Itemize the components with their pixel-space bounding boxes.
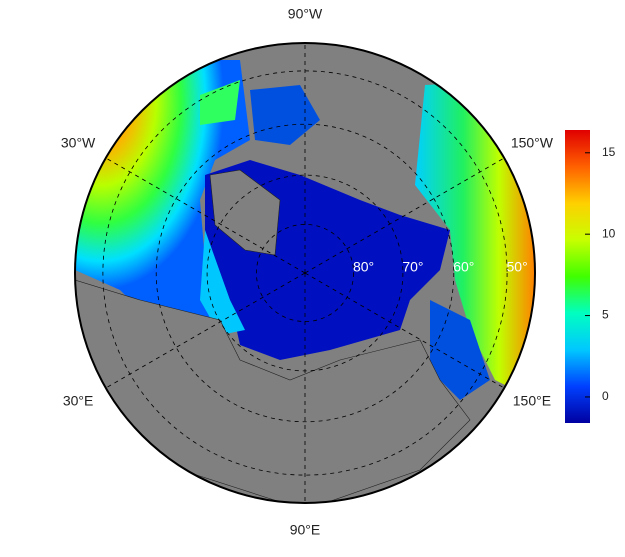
colorbar-tick-label: 0 [602, 389, 609, 403]
longitude-label: 30°W [61, 135, 96, 151]
longitude-label: 90°W [288, 6, 323, 22]
longitude-label: 90°E [290, 522, 321, 538]
colorbar-tick-label: 15 [602, 145, 616, 159]
longitude-label: 30°E [63, 393, 94, 409]
map-border [74, 42, 536, 504]
meridian-line [105, 272, 306, 389]
colorbar-tick-label: 10 [602, 226, 616, 240]
colorbar-tick-label: 5 [602, 308, 609, 322]
latitude-line [102, 70, 508, 476]
meridian-line [304, 272, 505, 389]
latitude-label: 50° [507, 259, 528, 275]
okhotsk-sea [430, 300, 490, 400]
meridian-line [105, 157, 306, 274]
latitude-label: 80° [353, 259, 374, 275]
hudson-bay [250, 85, 320, 145]
longitude-label: 150°W [511, 135, 554, 151]
latitude-line [256, 224, 354, 322]
longitude-label: 150°E [513, 393, 551, 409]
greenland [209, 169, 281, 256]
colorbar [565, 130, 590, 423]
latitude-label: 60° [453, 259, 474, 275]
baffin-region [200, 80, 240, 125]
meridian-line [304, 157, 505, 274]
latitude-label: 70° [402, 259, 423, 275]
latitude-line [155, 123, 455, 423]
barents-sea [200, 230, 245, 335]
graticule: 80° 70° 60° 50° 90°W 30°W 150°W 30°E 150°E 90°E [61, 6, 554, 538]
